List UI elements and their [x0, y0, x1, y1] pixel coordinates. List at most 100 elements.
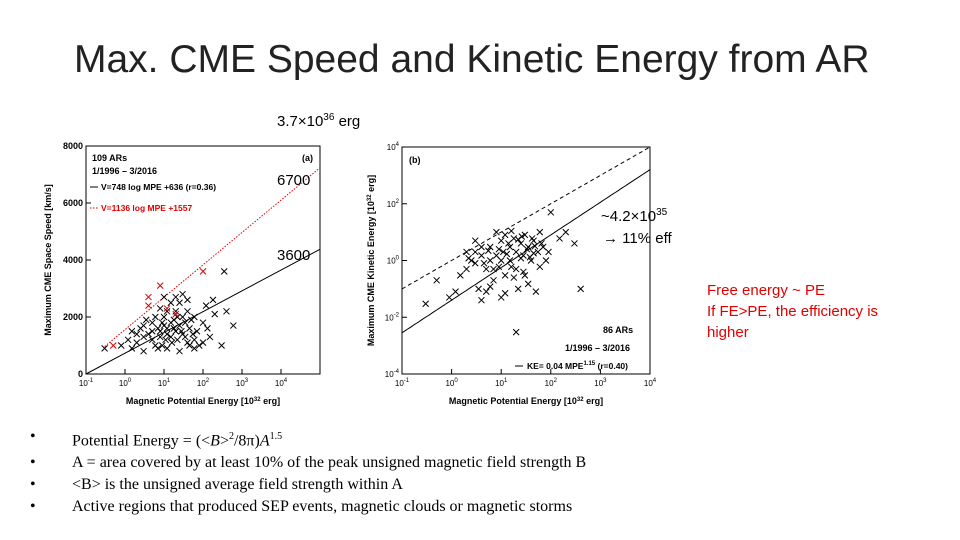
- y-axis-label-b: Maximum CME Kinetic Energy [1032 erg]: [366, 175, 376, 346]
- data-point-red-a: [145, 302, 152, 309]
- legend-range-a: 1/1996 – 3/2016: [92, 166, 157, 176]
- data-point-b: [528, 235, 536, 242]
- legend-range-b: 1/1996 – 3/2016: [565, 343, 630, 353]
- data-point-b: [486, 257, 494, 264]
- data-point-a: [148, 327, 156, 335]
- data-point-b: [480, 259, 488, 267]
- y-tick-label-a: 6000: [63, 198, 83, 208]
- data-point-a: [167, 299, 175, 307]
- data-point-red-a: [199, 268, 207, 275]
- data-point-red-a: [163, 305, 171, 312]
- data-point-a: [133, 330, 141, 338]
- x-tick-label-b: 10-1: [395, 378, 410, 388]
- legend-fit-b: KE= 0.04 MPE1.15 (r=0.40): [527, 361, 628, 371]
- y-tick-label-b: 100: [387, 256, 400, 266]
- slide-title: Max. CME Speed and Kinetic Energy from A…: [74, 38, 870, 81]
- data-point-b: [512, 248, 520, 256]
- y-axis-label-a: Maximum CME Space Speed [km/s]: [43, 184, 53, 336]
- data-point-b: [499, 248, 507, 256]
- data-point-a: [156, 333, 164, 341]
- data-point-b: [490, 276, 497, 284]
- efficiency-annotation: → 11% eff: [603, 230, 672, 247]
- note-line-3: higher: [707, 324, 749, 341]
- data-point-a: [204, 325, 211, 332]
- data-point-a: [163, 344, 171, 352]
- data-point-b: [471, 259, 479, 267]
- data-point-b: [506, 243, 514, 251]
- data-point-b: [523, 245, 531, 253]
- data-point-b: [521, 271, 529, 279]
- data-point-a: [140, 322, 147, 329]
- data-point-b: [497, 294, 505, 301]
- data-point-b: [514, 285, 522, 293]
- legend-count-a: 109 ARs: [92, 153, 127, 163]
- data-point-b: [482, 288, 490, 295]
- data-point-b: [547, 208, 555, 216]
- speed-low-annotation: 3600: [277, 247, 311, 264]
- x-tick-label-b: 100: [445, 378, 458, 388]
- data-point-a: [142, 316, 150, 324]
- data-point-red-a: [109, 342, 117, 349]
- data-point-a: [176, 299, 183, 307]
- data-point-b: [475, 285, 482, 293]
- data-point-b: [456, 271, 464, 279]
- data-point-b: [524, 280, 532, 288]
- data-point-a: [151, 313, 159, 321]
- data-point-a: [148, 336, 156, 344]
- data-point-a: [174, 336, 181, 344]
- data-point-a: [140, 347, 147, 355]
- plot-frame-b: [401, 146, 651, 375]
- data-point-a: [163, 307, 171, 315]
- data-point-b: [534, 248, 542, 256]
- x-tick-label-a: 100: [119, 378, 132, 388]
- data-point-a: [154, 344, 162, 352]
- data-point-b: [514, 236, 522, 243]
- data-point-a: [162, 336, 169, 344]
- panel-label-a: (a): [302, 153, 313, 163]
- data-point-b: [521, 231, 529, 239]
- data-point-a: [184, 307, 191, 315]
- x-tick-label-a: 104: [275, 378, 288, 388]
- data-point-a: [160, 293, 168, 301]
- legend-fit-black-a: V=748 log MPE +636 (r=0.36): [101, 182, 216, 192]
- data-point-a: [218, 342, 225, 349]
- data-point-a: [128, 344, 136, 352]
- x-axis-label-a: Magnetic Potential Energy [1032 erg]: [126, 396, 280, 406]
- data-point-b: [517, 240, 525, 247]
- data-point-red-a: [156, 282, 164, 290]
- data-point-b: [465, 254, 472, 262]
- data-point-a: [148, 319, 156, 327]
- data-point-b: [452, 288, 459, 295]
- data-point-b: [478, 243, 485, 251]
- data-point-a: [156, 327, 164, 335]
- data-point-b: [577, 285, 585, 293]
- data-point-a: [206, 333, 214, 341]
- data-point-b: [556, 235, 563, 242]
- data-point-b: [478, 296, 485, 304]
- data-point-b: [471, 237, 479, 245]
- data-point-a: [220, 268, 228, 275]
- data-point-b: [422, 300, 430, 308]
- note-line-1: Free energy ~ PE: [707, 282, 825, 299]
- arrow-icon: →: [603, 230, 618, 247]
- data-point-a: [145, 330, 152, 338]
- data-point-b: [520, 268, 527, 276]
- data-point-b: [507, 227, 515, 235]
- data-point-b: [510, 274, 518, 281]
- x-tick-label-b: 101: [495, 378, 508, 388]
- data-point-b: [486, 243, 494, 251]
- data-point-a: [202, 302, 210, 309]
- fit-line-b: [401, 169, 651, 334]
- data-point-b: [482, 265, 490, 273]
- data-point-b: [571, 240, 578, 247]
- data-point-a: [172, 293, 180, 301]
- data-point-b: [495, 263, 503, 271]
- data-point-a: [168, 339, 176, 347]
- data-point-a: [223, 307, 230, 315]
- x-tick-label-a: 103: [236, 378, 249, 388]
- data-point-b: [445, 294, 453, 301]
- data-point-red-a: [172, 310, 180, 318]
- x-tick-label-b: 104: [644, 378, 657, 388]
- bullet-area: A = area covered by at least 10% of the …: [26, 452, 586, 474]
